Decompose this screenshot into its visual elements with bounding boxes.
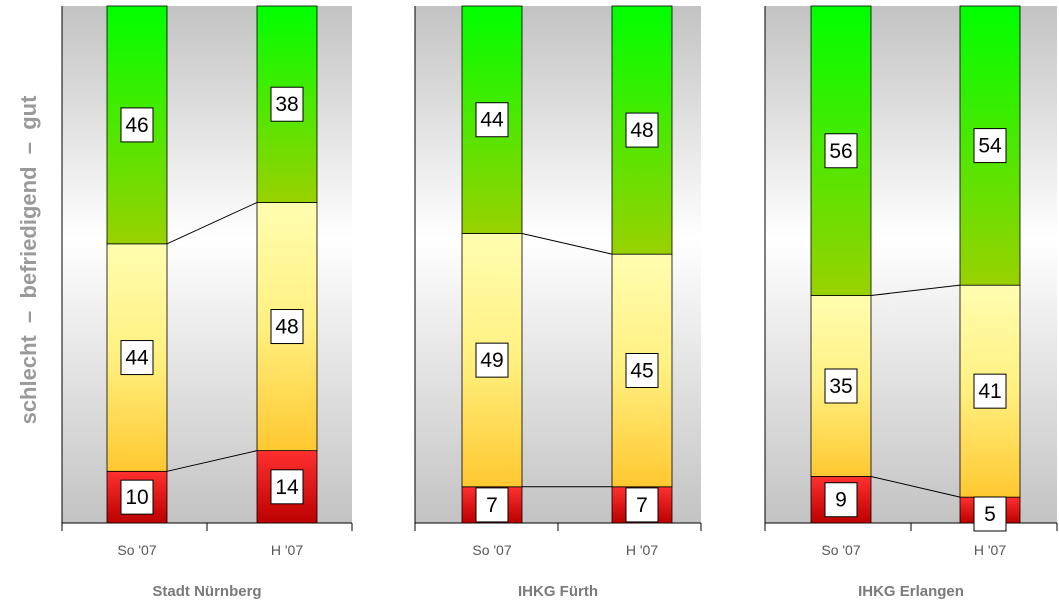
value-label-text: 10 [125,486,148,509]
value-label-text: 54 [978,135,1002,158]
value-label-text: 35 [829,375,852,398]
value-label-text: 44 [125,347,149,370]
value-label-text: 7 [636,494,648,517]
y-axis-label: schlecht – befriedigend – gut [2,10,44,510]
value-label-text: 7 [486,494,498,517]
value-label: 46 [120,107,154,143]
panel-title: IHKG Erlangen [858,583,964,600]
value-label: 38 [270,86,304,122]
value-label: 54 [973,128,1007,164]
value-label: 10 [120,479,154,515]
chart-panel-ihkg-erlangen: 9 35 56 So '07 5 41 54 H '07 IHKG Erlangen [764,0,1059,607]
value-label-text: 46 [125,114,148,137]
value-label-text: 44 [480,109,504,132]
value-label: 5 [973,496,1007,532]
value-label: 45 [625,352,659,388]
value-label-text: 5 [984,503,996,526]
value-label: 7 [475,487,509,523]
value-label: 48 [270,309,304,345]
x-tick-label: So '07 [472,542,511,558]
value-label: 14 [270,469,304,505]
x-tick-label: H '07 [626,542,658,558]
chart-svg: 10 44 46 So '07 14 48 38 H '07 Stadt Nürnberg [61,5,353,600]
value-label-text: 48 [630,119,653,142]
chart-svg: 9 35 56 So '07 5 41 54 H '07 IHKG Erlangen [764,5,1058,600]
chart-svg: 7 49 44 So '07 7 45 48 H '07 IHKG Fürth [414,5,702,600]
value-label-text: 41 [978,380,1001,403]
value-label-text: 45 [630,359,653,382]
value-label-text: 9 [835,489,847,512]
value-label: 41 [973,373,1007,409]
value-label-text: 14 [275,476,299,499]
value-label-text: 56 [829,140,852,163]
connector-line [870,284,961,297]
value-label: 49 [475,342,509,378]
x-tick-label: H '07 [271,542,303,558]
value-label: 35 [824,368,858,404]
chart-panel-ihkg-fuerth: 7 49 44 So '07 7 45 48 H '07 IHKG Fürth [414,0,705,607]
connector-line [166,450,258,472]
x-tick-label: H '07 [974,542,1006,558]
value-label: 44 [475,102,509,138]
y-axis-label-text: schlecht – befriedigend – gut [16,95,41,425]
value-label-text: 38 [275,93,298,116]
value-label: 44 [120,340,154,376]
connector-line [166,202,258,245]
value-label: 7 [625,487,659,523]
x-tick-label: So '07 [821,542,860,558]
value-label-text: 48 [275,316,298,339]
x-tick-label: So '07 [117,542,156,558]
connector-line [521,232,613,255]
panel-title: Stadt Nürnberg [152,583,261,600]
value-label-text: 49 [480,349,503,372]
value-label: 9 [824,482,858,518]
chart-panel-stadt-nuernberg: 10 44 46 So '07 14 48 38 H '07 Stadt Nürnberg [61,0,354,607]
connector-line [870,475,961,498]
value-label: 56 [824,133,858,169]
value-label: 48 [625,112,659,148]
panel-title: IHKG Fürth [518,583,598,600]
